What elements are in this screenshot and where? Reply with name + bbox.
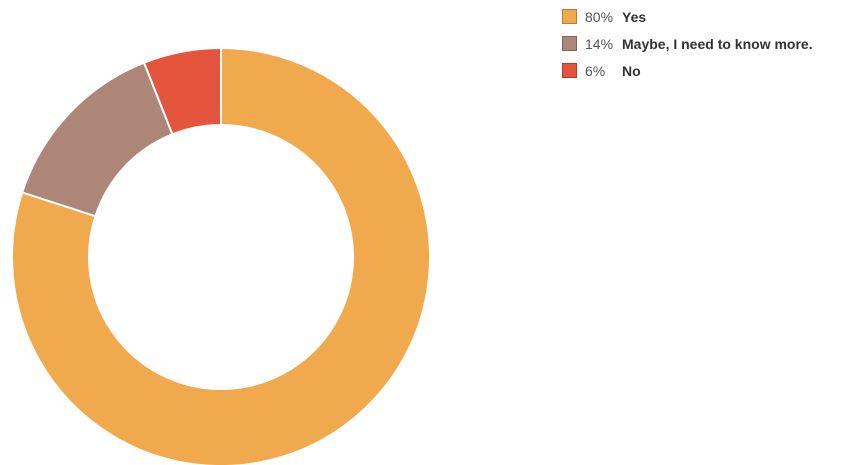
legend-label-yes: Yes <box>622 8 647 25</box>
legend-label-no: No <box>622 62 641 79</box>
legend-percent-maybe: 14% <box>585 35 614 52</box>
donut-slice-yes <box>11 46 431 465</box>
legend-swatch-maybe <box>562 36 577 51</box>
legend-swatch-no <box>562 63 577 78</box>
legend-item-maybe: 14% Maybe, I need to know more. <box>562 33 813 54</box>
donut-svg <box>11 46 431 465</box>
legend-percent-yes: 80% <box>585 8 614 25</box>
donut-slice-no <box>142 46 222 136</box>
legend-label-maybe: Maybe, I need to know more. <box>622 35 813 52</box>
legend-swatch-yes <box>562 9 577 24</box>
legend-item-yes: 80% Yes <box>562 6 813 27</box>
chart-legend: 80% Yes 14% Maybe, I need to know more. … <box>562 6 813 87</box>
donut-slice-maybe <box>20 61 174 218</box>
legend-percent-no: 6% <box>585 62 606 79</box>
legend-item-no: 6% No <box>562 60 813 81</box>
